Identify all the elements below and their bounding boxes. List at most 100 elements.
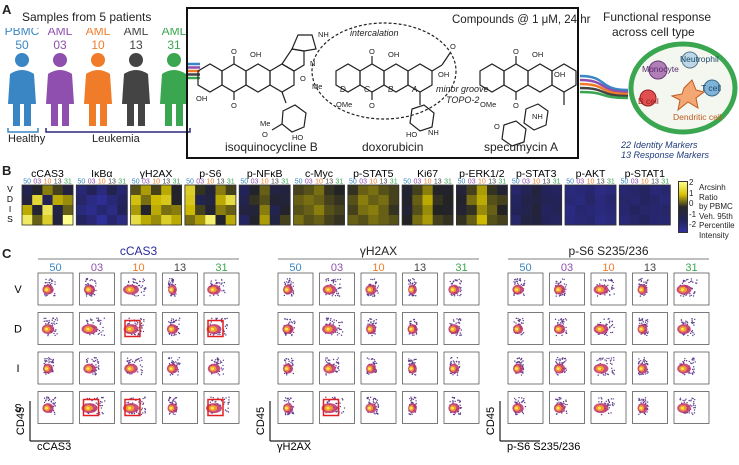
cell-types-illustration — [579, 41, 738, 135]
heatmap-cell — [269, 205, 281, 216]
heatmap-cell — [422, 215, 433, 226]
flow-sample-label: 13 — [414, 262, 426, 274]
healthy-label: Healthy — [8, 133, 46, 145]
heatmap-cell — [52, 195, 64, 206]
svg-text:O: O — [369, 47, 375, 56]
flow-ylabel: CD45 — [255, 407, 267, 435]
svg-text:OMe: OMe — [480, 100, 496, 109]
heatmap-cell — [388, 185, 400, 196]
heatmap-sample-label: 31 — [227, 179, 235, 186]
person-id-label: 50 — [15, 38, 29, 52]
heatmap-sample-label: 50 — [458, 179, 466, 186]
heatmap-sample-label: 03 — [468, 179, 476, 186]
heatmap-cell — [259, 215, 271, 226]
heatmap-cell — [432, 195, 444, 206]
heatmap-cell — [259, 195, 271, 206]
heatmap-sample-label: 03 — [359, 179, 367, 186]
flow-sample-label: 31 — [685, 262, 697, 274]
heatmap-row-label: S — [7, 214, 13, 224]
heatmap-sample-label: 50 — [23, 179, 31, 186]
heatmap-cell — [303, 215, 315, 226]
heatmap-cell — [466, 185, 478, 196]
person-id-label: 03 — [53, 38, 67, 52]
heatmap-cell — [334, 205, 345, 216]
heatmap-marker-label: p-STAT5 — [353, 170, 394, 180]
heatmap-marker-label: p-STAT1 — [625, 170, 666, 180]
heatmap-cell — [195, 205, 206, 216]
svg-text:HO: HO — [406, 130, 417, 139]
svg-text:OH: OH — [196, 94, 207, 103]
heatmap-cell — [215, 195, 226, 206]
heatmap-cell — [456, 205, 467, 216]
heatmap-cell — [541, 205, 552, 216]
heatmap-sample-label: 10 — [424, 179, 432, 186]
heatmap-cell — [476, 205, 488, 216]
heatmap-cell — [293, 195, 304, 206]
flow-sample-label: 03 — [561, 262, 573, 274]
heatmap-cell — [62, 215, 74, 226]
heatmap-cell — [249, 195, 260, 206]
flow-plot — [402, 351, 438, 385]
flow-sample-label: 10 — [372, 262, 384, 274]
heatmap-sample-label: 13 — [488, 179, 496, 186]
heatmap-cell — [456, 195, 467, 206]
heatmap-cell — [432, 185, 444, 196]
flow-plot — [360, 312, 397, 345]
heatmap-sample-label: 50 — [132, 179, 140, 186]
heatmap-cell — [239, 205, 250, 216]
heatmap-frame — [401, 184, 454, 226]
flow-row-label: I — [16, 363, 19, 375]
identity-markers: 22 Identity Markers — [621, 140, 698, 150]
heatmap-cell — [86, 195, 97, 206]
heatmap-cell — [324, 205, 335, 216]
heatmap-cell — [205, 215, 216, 226]
heatmap-cell — [151, 195, 162, 206]
flow-plot — [120, 391, 157, 424]
heatmap-cell — [117, 205, 128, 216]
heatmap-cell — [269, 215, 281, 226]
heatmap-cell — [605, 215, 617, 226]
heatmap-cell — [171, 205, 182, 216]
heatmap-marker-label: cCAS3 — [31, 170, 64, 180]
heatmap-cell — [629, 195, 640, 206]
flow-sample-label: 31 — [455, 262, 467, 274]
heatmap-frame — [564, 184, 617, 226]
heatmap-cell — [432, 205, 444, 216]
heatmap-cell — [585, 195, 596, 206]
heatmap-cell — [117, 215, 128, 226]
person-type-label: PBMC — [5, 28, 40, 38]
compounds-box — [186, 7, 579, 159]
heatmap-cell — [551, 215, 562, 226]
flow-sample-label: 50 — [49, 262, 61, 274]
compound-isoquinocycline-b: isoquinocycline B — [225, 140, 318, 154]
heatmap-sample-label: 10 — [98, 179, 106, 186]
heatmap-cell — [76, 185, 87, 196]
heatmap-cell — [215, 205, 226, 216]
flow-plot — [203, 391, 240, 424]
heatmap-sample-label: 13 — [380, 179, 388, 186]
heatmap-cell — [86, 185, 97, 196]
svg-text:OH: OH — [438, 70, 449, 79]
heatmap-frame — [130, 184, 183, 226]
heatmap-cell — [195, 215, 206, 226]
compounds-title: Compounds @ 1 μM, 24 hr — [452, 14, 591, 26]
heatmap-cell — [466, 205, 478, 216]
heatmap-cell — [130, 215, 142, 226]
flow-xlabel: cCAS3 — [37, 441, 71, 453]
heatmap-cell — [205, 195, 216, 206]
heatmap-cell — [303, 185, 315, 196]
heatmap-cell — [96, 205, 108, 216]
flow-plot — [507, 351, 544, 385]
heatmap-cell — [76, 205, 87, 216]
ring-d-label: D — [340, 85, 346, 94]
heatmap-cell — [161, 215, 172, 226]
heatmap-sample-label: 13 — [271, 179, 279, 186]
heatmap-cell — [368, 205, 379, 216]
heatmap-cell — [259, 205, 271, 216]
heatmap-cell — [249, 205, 260, 216]
heatmap-sample-label: 10 — [369, 179, 377, 186]
heatmap-cell — [551, 205, 562, 216]
